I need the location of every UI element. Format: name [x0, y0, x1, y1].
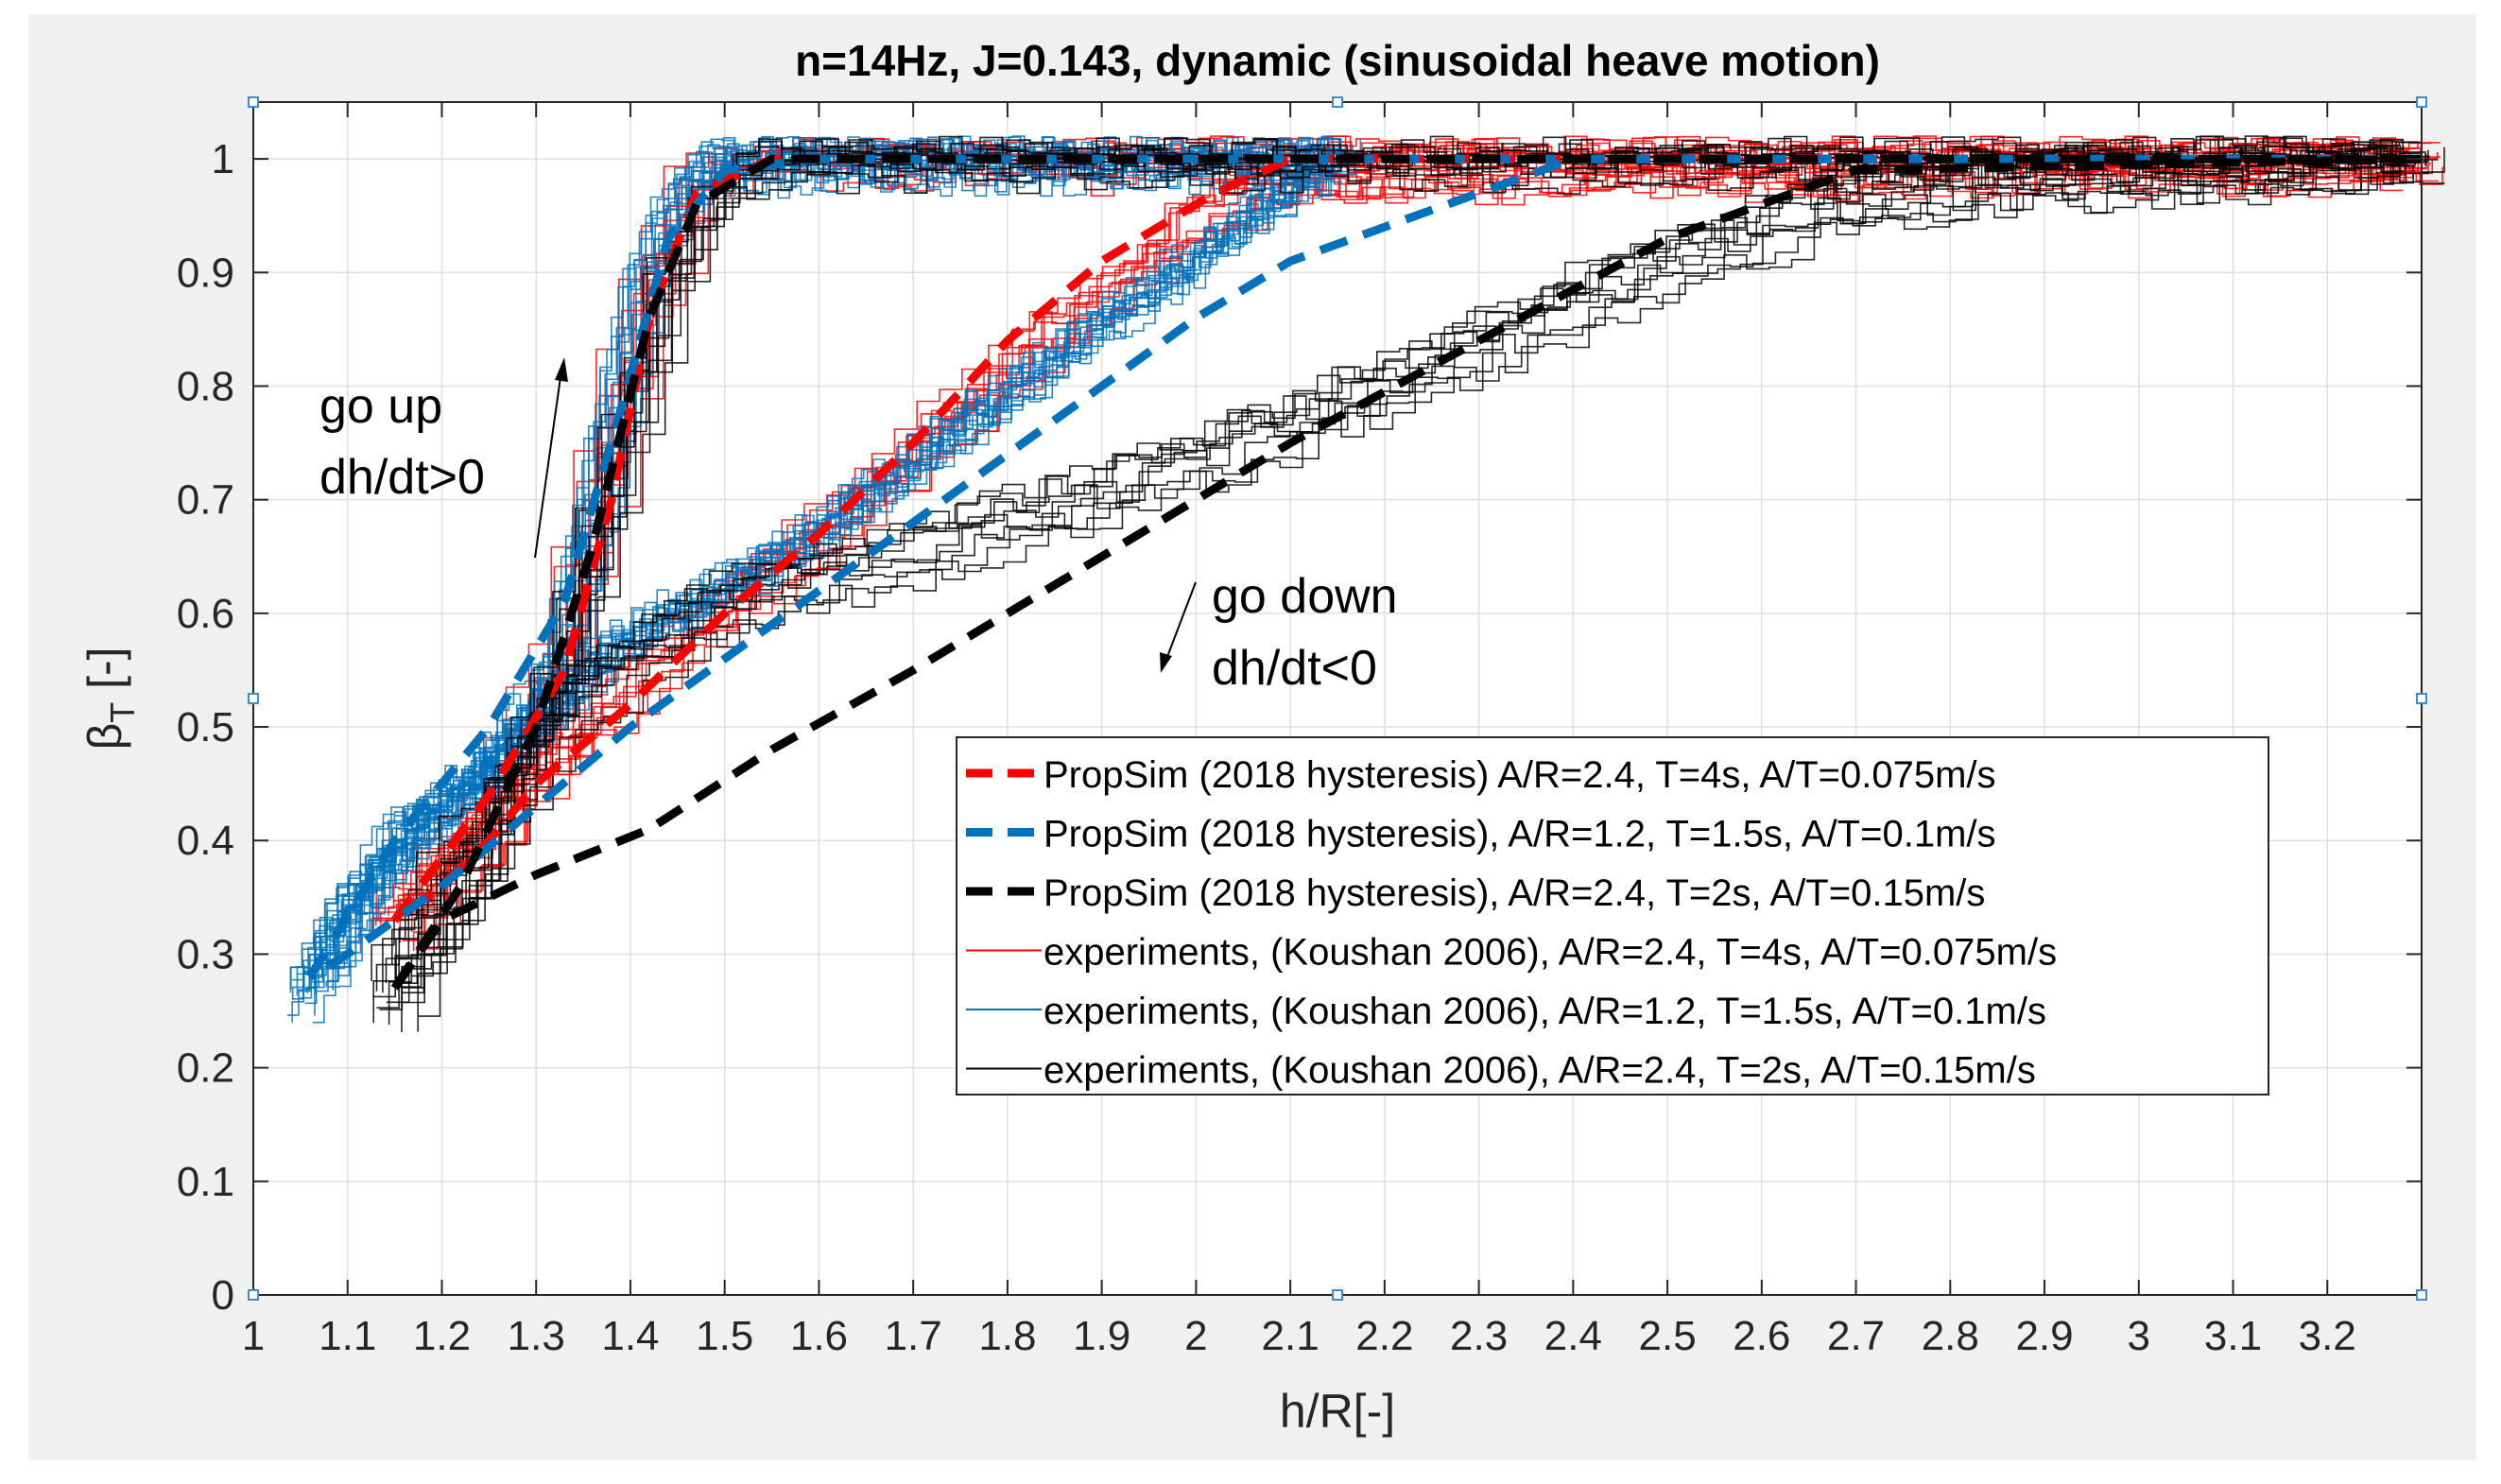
x-tick-label: 1: [242, 1313, 265, 1359]
selection-handle: [1332, 1289, 1343, 1301]
y-axis-label-symbol: β: [78, 723, 131, 751]
axis-ticks: 1 1.1 1.2 1.3 1.4 1.5 1.6 1.7 1.8 1.9 2 2.1 2.2 2.3 2.…: [177, 102, 2422, 1359]
legend-label-1: PropSim (2018 hysteresis) A/R=2.4, T=4s,…: [1044, 754, 1996, 796]
y-axis-label: βT [-]: [78, 647, 142, 750]
series-layer: [286, 135, 2445, 1032]
y-tick-label: 0.8: [177, 363, 234, 409]
experiment-cycle-down: [289, 149, 1319, 993]
y-tick-label: 0.4: [177, 818, 234, 864]
arrow-down-head: [1160, 652, 1172, 673]
grid-lines: [252, 102, 2422, 1296]
experiment-cycle-down: [382, 146, 2410, 993]
simulation-curve-up: [390, 154, 2422, 991]
x-tick-label: 2.4: [1544, 1313, 1602, 1359]
legend-label-4: experiments, (Koushan 2006), A/R=2.4, T=…: [1044, 932, 2057, 974]
legend-label-2: PropSim (2018 hysteresis), A/R=1.2, T=1.…: [1044, 814, 1996, 855]
x-tick-label: 2.9: [2015, 1313, 2073, 1359]
selection-handle: [248, 1289, 259, 1301]
simulation-curve-up: [305, 154, 2422, 979]
x-tick-label: 2.5: [1639, 1313, 1697, 1359]
selection-handle: [2416, 1289, 2427, 1301]
y-tick-label: 0.6: [177, 591, 234, 637]
x-tick-label: 2: [1184, 1313, 1207, 1359]
axes-background: [253, 102, 2422, 1295]
x-tick-label: 1.7: [885, 1313, 942, 1359]
arrow-down-shaft: [1164, 581, 1197, 663]
y-tick-label: 0.1: [177, 1159, 234, 1205]
simulation-curve-down: [391, 154, 2422, 924]
x-tick-label: 1.1: [319, 1313, 376, 1359]
x-tick-label: 1.3: [508, 1313, 565, 1359]
y-tick-label: 0.5: [177, 704, 234, 751]
x-tick-label: 3.1: [2204, 1313, 2262, 1359]
experiment-cycle-up: [286, 164, 1316, 1016]
legend-box: [956, 736, 2269, 1096]
x-tick-label: 3: [2128, 1313, 2150, 1359]
selection-handle: [1332, 96, 1343, 108]
x-tick-label: 1.6: [790, 1313, 848, 1359]
x-axis-label: h/R[-]: [1280, 1385, 1395, 1438]
x-tick-label: 2.6: [1733, 1313, 1790, 1359]
selection-handle: [2416, 693, 2427, 704]
y-tick-label: 0.2: [177, 1045, 234, 1092]
legend-label-5: experiments, (Koushan 2006), A/R=1.2, T=…: [1044, 991, 2046, 1032]
x-tick-label: 2.3: [1450, 1313, 1508, 1359]
simulation-curve-down: [390, 154, 2423, 992]
annotation-go-down: go down: [1212, 569, 1398, 624]
x-tick-label: 3.2: [2299, 1313, 2356, 1359]
selection-handle: [2416, 96, 2427, 108]
annotation-go-down-rate: dh/dt<0: [1212, 641, 1377, 696]
x-tick-label: 2.1: [1262, 1313, 1319, 1359]
experiment-series-3: [371, 135, 2445, 1032]
experiment-cycle-down: [388, 158, 2416, 1026]
y-axis-label-subscript: T: [103, 702, 142, 723]
x-tick-label: 1.8: [978, 1313, 1036, 1359]
x-tick-label: 1.2: [413, 1313, 471, 1359]
experiment-cycle-down: [325, 156, 1354, 988]
y-tick-label: 1: [212, 136, 234, 182]
x-tick-label: 2.2: [1355, 1313, 1413, 1359]
annotations: go up dh/dt>0 go down dh/dt<0: [319, 357, 1398, 696]
x-tick-label: 1.9: [1073, 1313, 1130, 1359]
simulation-series-3: [390, 154, 2423, 992]
legend-label-3: PropSim (2018 hysteresis), A/R=2.4, T=2s…: [1044, 872, 1985, 914]
legend-label-6: experiments, (Koushan 2006), A/R=2.4, T=…: [1044, 1050, 2036, 1092]
arrow-up-shaft: [534, 370, 562, 559]
experiment-cycle-down: [371, 136, 2399, 981]
y-tick-label: 0.3: [177, 931, 234, 977]
arrow-up-head: [555, 357, 568, 382]
legend: PropSim (2018 hysteresis) A/R=2.4, T=4s,…: [956, 736, 2269, 1096]
experiment-cycle-up: [291, 149, 1320, 1000]
y-tick-label: 0: [212, 1272, 234, 1319]
y-tick-label: 0.9: [177, 250, 234, 296]
experiment-cycle-down: [417, 171, 2445, 1032]
selection-handles: [248, 96, 2427, 1301]
x-tick-label: 1.5: [696, 1313, 753, 1359]
simulation-series-2: [305, 154, 2422, 981]
annotation-go-up: go up: [319, 379, 442, 434]
x-tick-label: 1.4: [601, 1313, 659, 1359]
chart-title: n=14Hz, J=0.143, dynamic (sinusoidal hea…: [795, 36, 1880, 85]
y-tick-label: 0.7: [177, 477, 234, 524]
experiment-cycle-up: [398, 135, 2426, 988]
selection-handle: [248, 693, 259, 704]
simulation-curve-down: [307, 154, 2422, 981]
x-tick-label: 2.8: [1922, 1313, 1979, 1359]
y-axis-label-unit: [-]: [78, 647, 131, 701]
selection-handle: [248, 96, 259, 108]
x-tick-label: 2.7: [1827, 1313, 1885, 1359]
annotation-go-up-rate: dh/dt>0: [319, 450, 485, 505]
